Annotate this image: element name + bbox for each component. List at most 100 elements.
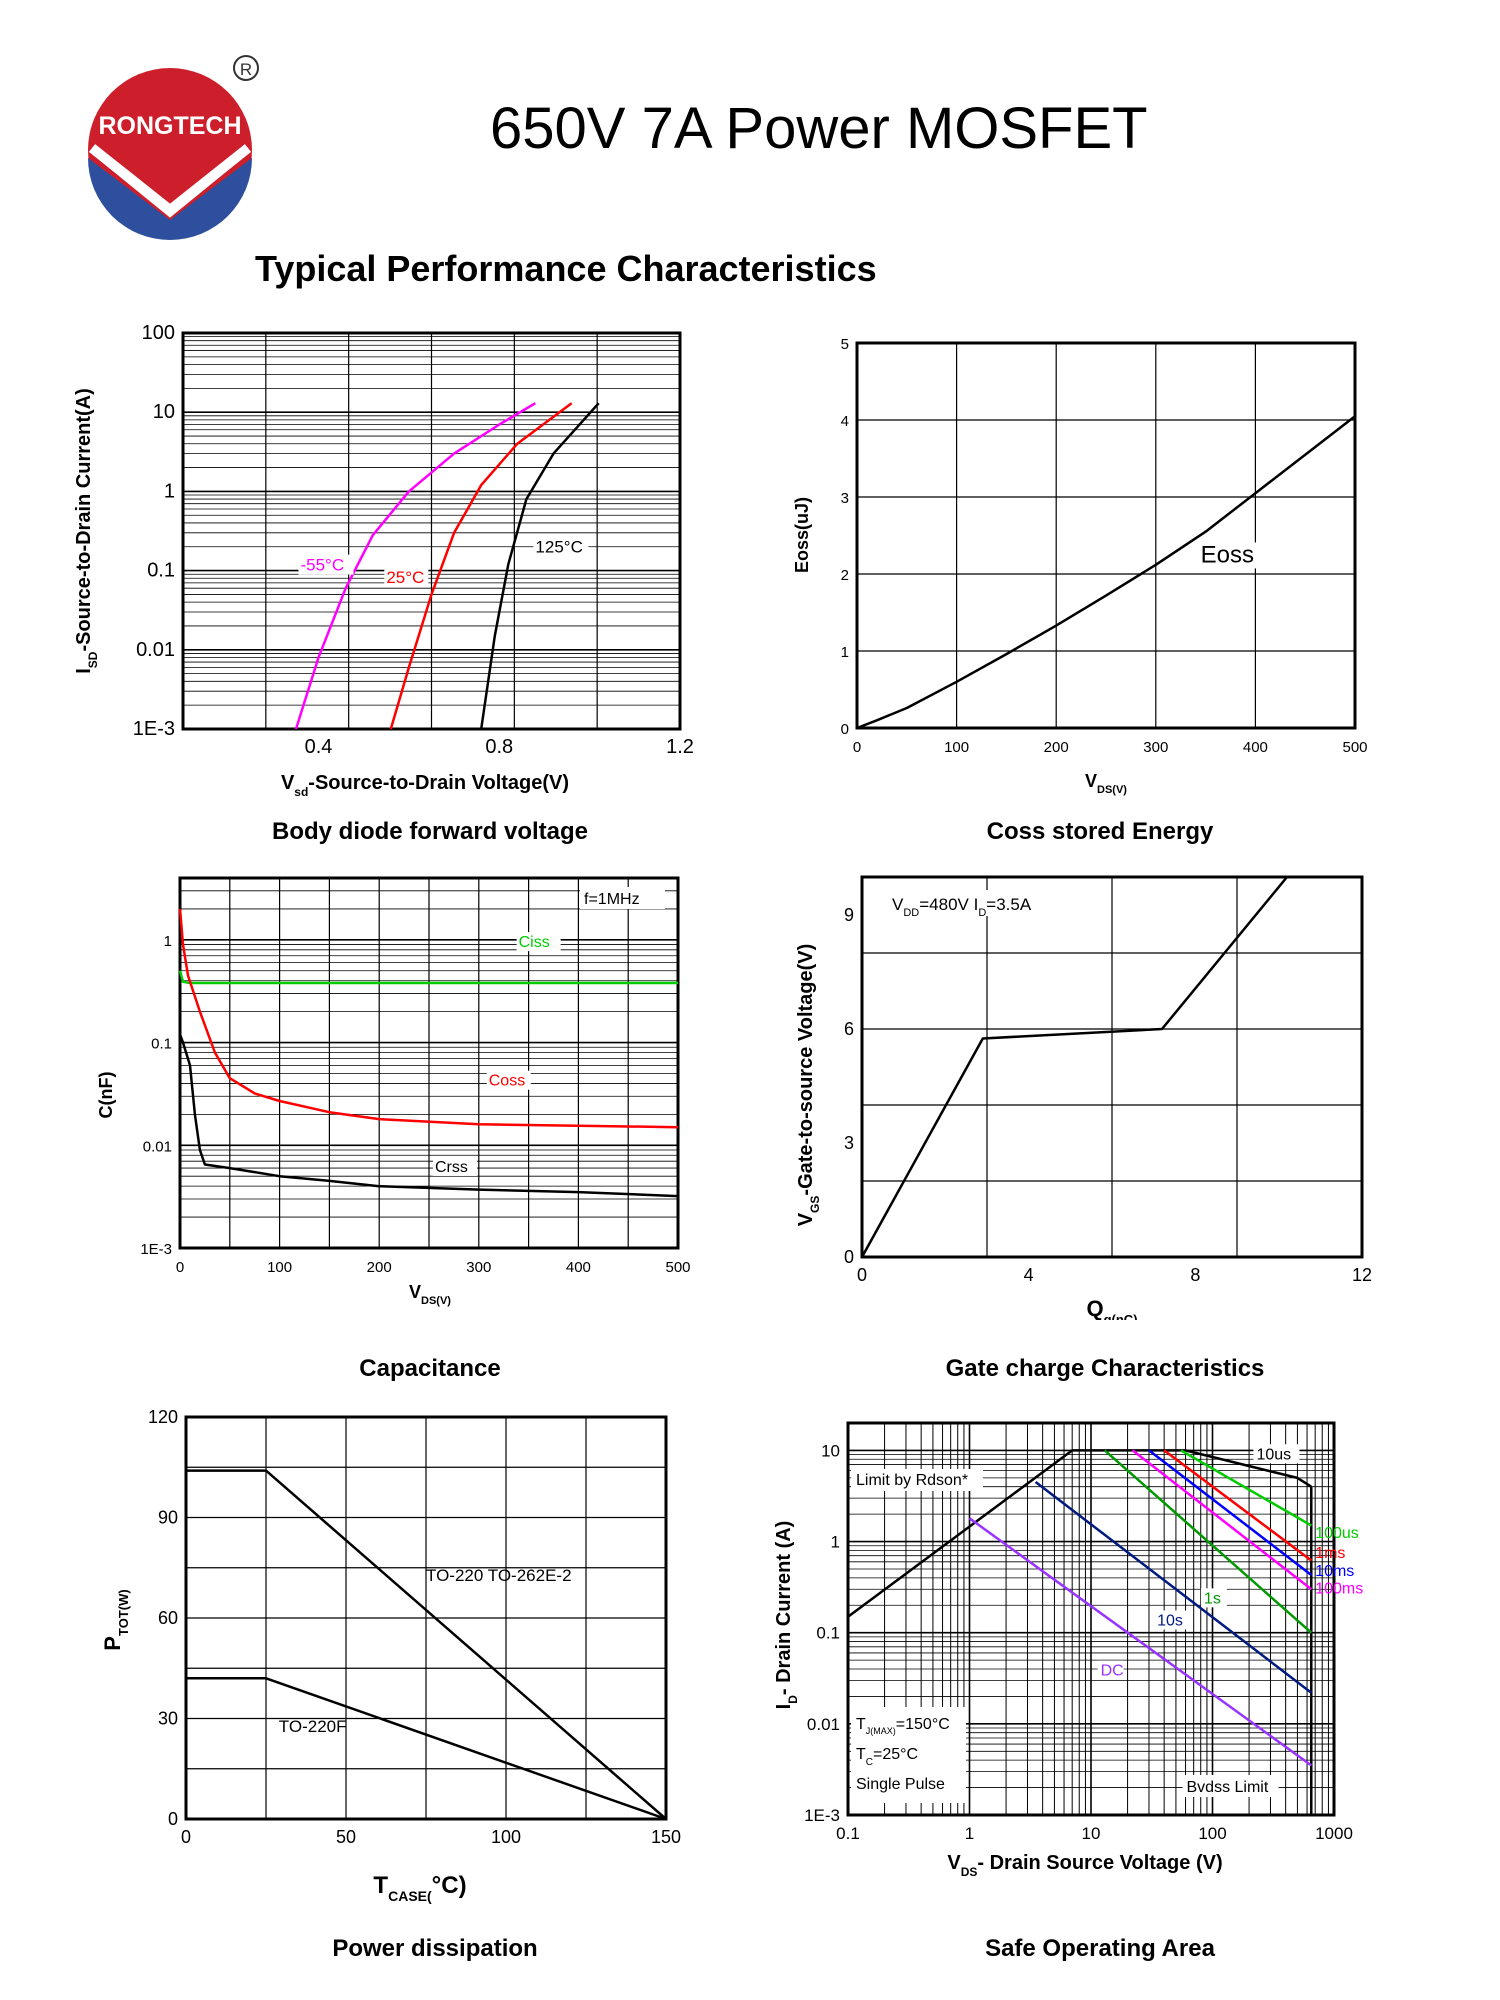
plot-frame [181, 331, 682, 731]
series-line-2 [178, 1033, 679, 1198]
y-tick-label-5: 5 [841, 336, 849, 353]
plot-frame [855, 341, 1357, 730]
series-label-1: TO-220F [279, 1717, 347, 1736]
x-axis-title: Vsd-Source-to-Drain Voltage(V) [281, 772, 569, 799]
series-line-1 [186, 1677, 667, 1821]
y-tick-label-0: 0 [841, 721, 849, 738]
x-tick-label-0: 0 [857, 1265, 867, 1285]
y-axis-title: ISD-Source-to-Drain Current(A) [73, 388, 100, 674]
series-line-1 [1180, 1449, 1312, 1527]
chart-gate-charge: 0 4 8 12 0 3 6 9 VDD=480V ID=3.5A VGS-Gate-to-sou… [780, 870, 1400, 1327]
bvdss-limit-annotation: Bvdss Limit [1187, 1779, 1269, 1796]
x-axis-title: VDS- Drain Source Voltage (V) [947, 1852, 1222, 1879]
caption-safe-operating-area: Safe Operating Area [985, 1935, 1215, 1962]
gridlines [182, 332, 681, 730]
x-tick-label-2: 200 [367, 1259, 392, 1276]
chart-safe-operating-area: 0.1 1 10 100 1000 10 1 0.1 0.01 1E-3 10us 100us 1ms 1… [760, 1405, 1410, 1905]
series-line-3 [1163, 1449, 1313, 1562]
series-line-0 [856, 415, 1356, 730]
chart-eoss: 0 100 200 300 400 500 0 1 2 3 4 5 Eoss Eoss(uJ) VDS(V) [780, 325, 1380, 815]
chart-svg: 0 50 100 150 0 30 60 90 120 TO-220 TO-262E-2 TO-22… [100, 1407, 681, 1904]
y-tick-label-4: 1E-3 [804, 1806, 840, 1825]
y-axis-title: PTOT(W) [100, 1589, 131, 1650]
y-tick-label-1: 3 [844, 1133, 854, 1153]
y-tick-label-5: 1E-3 [133, 718, 175, 740]
x-tick-label-1: 1 [965, 1824, 974, 1843]
y-tick-label-2: 60 [158, 1608, 178, 1628]
x-tick-label-2: 8 [1190, 1265, 1200, 1285]
caption-gate-charge: Gate charge Characteristics [945, 1355, 1265, 1382]
single-pulse-annotation: Single Pulse [856, 1776, 945, 1793]
document-title: 650V 7A Power MOSFET [490, 96, 1148, 161]
y-tick-label-0: 0 [168, 1809, 178, 1829]
series-line-0 [860, 876, 1288, 1258]
y-tick-label-0: 100 [142, 322, 175, 344]
x-tick-label-3: 12 [1352, 1265, 1372, 1285]
caption-body-diode: Body diode forward voltage [271, 818, 589, 845]
series-label-3: 1ms [1315, 1545, 1345, 1562]
plot-frame [860, 875, 1364, 1259]
chart-body-diode: 0.4 0.8 1.2 100 10 1 0.1 0.01 1E-3 -55°C 25°C 125°C… [60, 315, 710, 815]
y-tick-label-1: 30 [158, 1709, 178, 1729]
y-axis-title: C(nF) [96, 1072, 116, 1119]
y-tick-label-4: 4 [841, 413, 849, 430]
series-line-1 [389, 402, 573, 730]
series-label-2: Crss [435, 1159, 468, 1176]
x-tick-label-3: 300 [1143, 739, 1168, 756]
x-tick-label-5: 500 [1342, 739, 1367, 756]
y-tick-label-2: 0.1 [816, 1624, 840, 1643]
chart-svg: 0.1 1 10 100 10001010.10.011E-310us100us1ms1… [773, 1421, 1363, 1879]
x-tick-label-1: 100 [944, 739, 969, 756]
series-label-5: 100ms [1315, 1580, 1363, 1597]
y-axis-title: Eoss(uJ) [792, 497, 812, 573]
test-conditions-annotation: VDD=480V ID=3.5A [892, 895, 1032, 919]
caption-power-dissipation: Power dissipation [332, 1935, 538, 1962]
chart-capacitance: 0 100 200 300 400 500 1 0.1 0.01 1E-3 Ciss Coss Crss… [60, 870, 710, 1320]
series-line-0 [178, 970, 678, 985]
y-tick-label-2: 0.01 [143, 1138, 172, 1155]
gridlines [185, 1416, 667, 1820]
y-tick-label-1: 10 [153, 401, 175, 423]
x-tick-label-0: 0 [181, 1827, 191, 1847]
chart-svg: 0 4 8 12 0 3 6 9 VDD=480V ID=3.5A VGS-Gate-to-sou… [795, 875, 1372, 1327]
series-line-1 [178, 908, 679, 1129]
y-tick-label-4: 0.01 [136, 639, 175, 661]
tc-annotation: TC=25°C [856, 1746, 918, 1768]
x-tick-label-4: 400 [566, 1259, 591, 1276]
y-tick-label-1: 1 [831, 1533, 840, 1552]
x-tick-label-2: 200 [1044, 739, 1069, 756]
x-axis-title: VDS(V) [1085, 771, 1127, 796]
rdson-limit-annotation: Limit by Rdson* [856, 1472, 968, 1489]
y-tick-label-3: 9 [844, 905, 854, 925]
series-label-8: DC [1101, 1662, 1124, 1679]
y-tick-label-1: 1 [841, 644, 849, 661]
series-label-0: Eoss [1201, 541, 1254, 568]
caption-eoss: Coss stored Energy [986, 818, 1214, 845]
series-line-0 [186, 1469, 667, 1820]
series-line-5 [1131, 1449, 1313, 1591]
y-tick-label-3: 0.1 [147, 560, 175, 582]
registered-mark: R [240, 60, 252, 79]
x-tick-label-3: 300 [466, 1259, 491, 1276]
series-label-4: 10ms [1315, 1563, 1354, 1580]
y-tick-label-3: 0.01 [807, 1715, 840, 1734]
series-label-0: -55°C [300, 556, 344, 575]
x-tick-label-1: 0.8 [485, 736, 513, 758]
series-line-0 [847, 1449, 1312, 1618]
x-tick-label-1: 50 [336, 1827, 356, 1847]
x-tick-label-2: 1.2 [666, 736, 694, 758]
series-label-6: 1s [1204, 1590, 1221, 1607]
series-line-2 [479, 402, 600, 730]
series-label-1: 10us [1256, 1446, 1291, 1463]
section-title: Typical Performance Characteristics [255, 248, 877, 289]
y-tick-label-0: 0 [844, 1247, 854, 1267]
series-label-2: 100us [1315, 1525, 1359, 1542]
x-tick-label-0: 0 [853, 739, 861, 756]
series-label-2: 125°C [535, 537, 582, 556]
series-label-7: 10s [1157, 1613, 1183, 1630]
chart-power-dissipation: 0 50 100 150 0 30 60 90 120 TO-220 TO-262E-2 TO-22… [60, 1405, 710, 1905]
y-tick-label-2: 2 [841, 567, 849, 584]
x-tick-label-2: 10 [1082, 1824, 1101, 1843]
x-tick-label-3: 100 [1198, 1824, 1226, 1843]
y-tick-label-4: 120 [148, 1407, 178, 1427]
